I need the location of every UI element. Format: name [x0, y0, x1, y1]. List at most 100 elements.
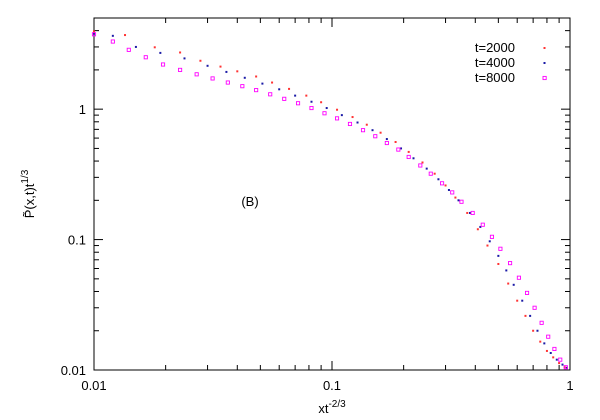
data-point [268, 92, 273, 97]
data-point [320, 101, 323, 104]
data-point [466, 211, 469, 214]
data-point [470, 210, 475, 216]
data-point [497, 254, 500, 257]
data-point [447, 188, 450, 191]
axis-tick-labels: 0.01 0.1 1 0.01 0.1 1 [61, 102, 574, 393]
data-point [459, 199, 464, 204]
data-point [288, 87, 291, 90]
y-axis-label-exponent: 1/3 [20, 169, 31, 183]
data-point [539, 340, 542, 343]
data-point [134, 45, 137, 48]
data-point [243, 76, 246, 79]
data-point [454, 196, 457, 199]
data-point [325, 107, 328, 110]
data-point [271, 81, 274, 84]
series-t=8000 [91, 32, 568, 370]
data-point [412, 157, 415, 160]
data-point [93, 30, 95, 33]
data-point [505, 269, 508, 272]
data-point [476, 228, 479, 231]
data-point [225, 80, 230, 85]
data-point [400, 147, 403, 150]
data-point [549, 352, 552, 355]
data-point [295, 101, 301, 106]
data-marks [91, 30, 568, 370]
data-point [179, 51, 182, 54]
data-point [561, 363, 564, 366]
data-point [93, 32, 95, 35]
data-point [479, 225, 482, 228]
data-point [539, 320, 544, 325]
data-point [371, 129, 374, 132]
data-point [309, 105, 314, 111]
data-point [91, 32, 97, 37]
data-point [543, 342, 546, 345]
data-point [254, 88, 259, 93]
data-point [552, 346, 557, 352]
data-point [545, 349, 548, 352]
legend-marker [543, 47, 546, 49]
x-axis-label: xt-2/3 [318, 399, 346, 416]
data-point [278, 88, 281, 91]
x-tick-label: 0.1 [323, 378, 341, 393]
data-point [340, 114, 343, 117]
data-point [407, 150, 410, 153]
y-tick-label: 1 [79, 102, 86, 117]
data-point [294, 94, 297, 97]
data-point [444, 184, 447, 187]
data-point [373, 134, 378, 139]
data-point [421, 161, 424, 164]
data-point [536, 329, 539, 332]
data-point [334, 116, 340, 121]
x-tick-label: 0.01 [81, 378, 106, 393]
data-point [563, 365, 568, 370]
data-point [159, 51, 162, 54]
data-point [206, 64, 209, 67]
data-point [385, 138, 388, 141]
y-axis-label-base: P̃(x,t)t [22, 183, 37, 218]
y-axis-label: P̃(x,t)t1/3 [20, 169, 37, 218]
data-point [126, 47, 131, 52]
y-tick-label: 0.01 [61, 363, 86, 378]
data-point [282, 96, 287, 101]
legend-label: t=8000 [475, 70, 515, 85]
data-point [143, 55, 148, 60]
data-point [480, 222, 485, 227]
data-point [336, 108, 339, 111]
data-point [225, 70, 228, 73]
data-point [457, 199, 460, 202]
data-point [418, 163, 423, 168]
data-point [360, 128, 366, 133]
data-point [406, 154, 411, 160]
data-point [532, 305, 537, 310]
data-point [565, 366, 568, 369]
data-point [558, 362, 561, 365]
data-point [555, 358, 558, 361]
x-axis-label-base: xt [318, 401, 329, 416]
data-point [508, 261, 513, 266]
data-point [546, 334, 551, 339]
data-point [194, 72, 199, 77]
x-tick-label: 1 [566, 378, 573, 393]
data-point [210, 76, 215, 81]
data-point [524, 314, 527, 317]
data-point [322, 111, 327, 116]
data-point [183, 57, 186, 60]
data-point [219, 65, 222, 68]
data-point [347, 121, 353, 127]
legend-marker [542, 75, 547, 81]
legend-marker [543, 62, 546, 64]
data-point [261, 82, 264, 85]
series-t=4000 [93, 32, 568, 369]
data-point [563, 366, 566, 369]
data-point [240, 84, 245, 89]
data-point [497, 262, 500, 265]
data-point [512, 283, 515, 286]
data-point [521, 299, 524, 302]
data-point [379, 131, 382, 134]
legend-label: t=4000 [475, 55, 515, 70]
data-point [396, 147, 401, 152]
data-point [351, 116, 354, 119]
data-point [558, 357, 563, 362]
